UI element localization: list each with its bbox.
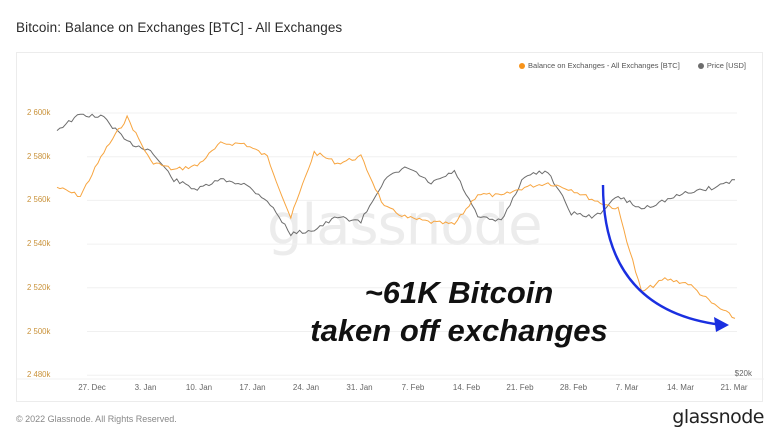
y-tick-label: 2 520k xyxy=(27,282,51,292)
legend-item-balance[interactable]: Balance on Exchanges - All Exchanges [BT… xyxy=(519,61,680,70)
plot-area xyxy=(17,112,764,380)
y-tick-label: 2 540k xyxy=(27,239,51,249)
y-tick-label: 2 480k xyxy=(27,370,51,380)
legend-item-price[interactable]: Price [USD] xyxy=(697,61,746,70)
x-tick-label: 24. Jan xyxy=(292,383,320,392)
x-tick-label: 7. Feb xyxy=(401,383,425,392)
chart-card: Balance on Exchanges - All Exchanges [BT… xyxy=(16,52,764,402)
y-tick-label: 2 560k xyxy=(27,195,51,205)
x-tick-label: 7. Mar xyxy=(615,383,639,392)
y-tick-label: 2 580k xyxy=(27,151,51,161)
x-tick-label: 31. Jan xyxy=(346,383,373,392)
x-tick-label: 14. Mar xyxy=(666,383,695,392)
legend-dot-icon xyxy=(519,62,526,69)
x-tick-label: 28. Feb xyxy=(559,383,588,392)
y-tick-label: 2 600k xyxy=(27,108,51,117)
x-tick-label: 21. Mar xyxy=(720,383,748,392)
x-tick-label: 10. Jan xyxy=(185,383,213,392)
legend-label: Balance on Exchanges - All Exchanges [BT… xyxy=(528,61,680,70)
arrow-head-icon xyxy=(714,317,729,332)
x-tick-label: 21. Feb xyxy=(506,383,534,392)
footer-copyright: © 2022 Glassnode. All Rights Reserved. xyxy=(16,414,177,424)
y-tick-label: 2 500k xyxy=(27,326,51,336)
balance-line xyxy=(56,114,736,319)
legend-label: Price [USD] xyxy=(706,61,746,70)
annotation-text: ~61K Bitcoin taken off exchanges xyxy=(279,274,639,350)
chart-legend: Balance on Exchanges - All Exchanges [BT… xyxy=(519,61,746,70)
x-tick-label: 17. Jan xyxy=(239,383,266,392)
price-line xyxy=(56,113,736,237)
x-tick-label: 3. Jan xyxy=(134,383,157,392)
x-tick-label: 14. Feb xyxy=(452,383,481,392)
annotation-line1: ~61K Bitcoin xyxy=(364,275,554,310)
y-axis-right-tick: $20k xyxy=(734,369,752,378)
chart-title: Bitcoin: Balance on Exchanges [BTC] - Al… xyxy=(16,20,343,35)
annotation-line2: taken off exchanges xyxy=(310,312,608,348)
legend-dot-icon xyxy=(697,62,704,69)
x-tick-label: 27. Dec xyxy=(78,383,106,392)
glassnode-logo[interactable]: glassnode xyxy=(672,406,764,428)
annotation-arrow xyxy=(601,184,723,327)
watermark: glassnode xyxy=(267,193,543,258)
